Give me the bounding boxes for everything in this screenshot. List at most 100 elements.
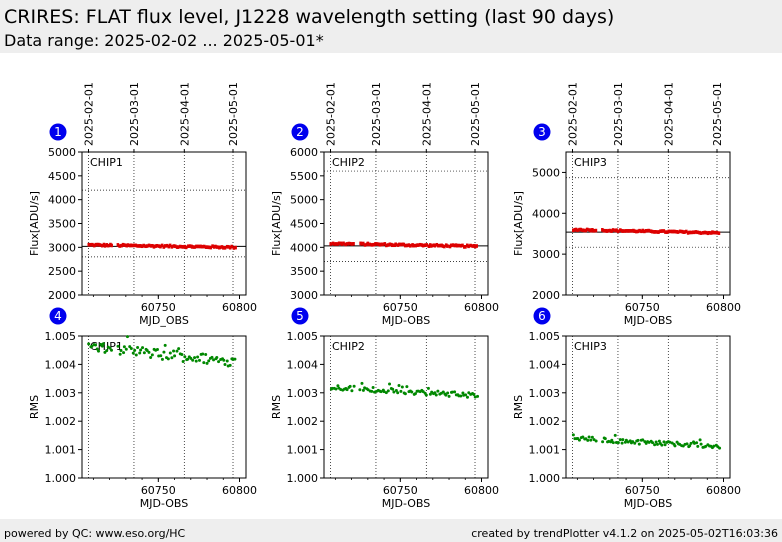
- data-point: [168, 243, 172, 248]
- y-tick-label: 4500: [48, 170, 76, 183]
- data-point: [665, 230, 669, 234]
- data-point: [118, 352, 122, 356]
- data-point: [644, 228, 648, 233]
- data-point: [662, 229, 666, 233]
- data-point: [140, 244, 144, 249]
- data-point: [412, 243, 415, 248]
- date-tick-label: 2025-05-01: [227, 82, 240, 146]
- data-point: [683, 230, 686, 234]
- data-point: [584, 228, 588, 233]
- data-point: [120, 243, 123, 248]
- data-point: [160, 243, 164, 248]
- data-point: [184, 245, 188, 250]
- data-point: [163, 343, 167, 347]
- data-point: [461, 391, 465, 395]
- data-point: [183, 355, 187, 359]
- data-point: [451, 243, 455, 247]
- data-point: [181, 360, 185, 364]
- data-point: [336, 242, 339, 246]
- data-point: [647, 228, 651, 233]
- y-axis-label: Flux[ADU/s]: [270, 191, 283, 256]
- data-point: [699, 231, 703, 235]
- panel-number: 3: [538, 125, 546, 139]
- panel-number-badge: [49, 307, 67, 325]
- chart-panel-4: 1.000 1.001 1.002 1.003 1.004 1.005 60750 60800…: [28, 307, 257, 510]
- x-axis-label: MJD_OBS: [139, 314, 189, 327]
- data-point: [333, 242, 336, 246]
- data-point: [166, 357, 170, 361]
- data-point: [90, 344, 94, 348]
- data-point: [342, 241, 345, 246]
- data-point: [582, 228, 586, 233]
- y-tick-label: 1.000: [529, 472, 561, 485]
- x-tick-label: 60750: [141, 301, 176, 314]
- data-point: [464, 245, 467, 249]
- y-axis-label: Flux[ADU/s]: [512, 191, 525, 256]
- data-point: [433, 243, 437, 248]
- data-point: [630, 229, 634, 233]
- data-point: [446, 244, 449, 248]
- data-point: [443, 244, 446, 249]
- data-point: [372, 242, 375, 247]
- data-point: [215, 356, 219, 360]
- data-point: [98, 243, 102, 247]
- data-point: [705, 230, 708, 235]
- data-point: [370, 243, 374, 247]
- x-axis-label: MJD-OBS: [624, 497, 672, 510]
- date-tick-label: 2025-03-01: [612, 82, 625, 146]
- data-point: [193, 356, 197, 360]
- data-point: [189, 356, 193, 360]
- data-point: [329, 242, 333, 246]
- y-tick-label: 5000: [48, 146, 76, 159]
- x-tick-label: 60750: [383, 484, 418, 497]
- y-tick-label: 1.005: [45, 330, 77, 343]
- data-point: [108, 346, 112, 350]
- y-tick-label: 1.002: [45, 415, 77, 428]
- chip-label: CHIP2: [332, 156, 365, 169]
- data-point: [209, 245, 213, 250]
- y-tick-label: 1.004: [529, 358, 561, 371]
- panel-number-badge: [291, 307, 309, 325]
- data-point: [375, 242, 378, 246]
- data-point: [118, 244, 121, 248]
- y-tick-label: 3000: [290, 289, 318, 302]
- data-point: [405, 243, 409, 248]
- data-point: [603, 437, 607, 441]
- data-point: [207, 359, 211, 363]
- data-point: [610, 229, 613, 233]
- data-point: [116, 344, 120, 348]
- data-point: [123, 243, 126, 247]
- data-point: [133, 243, 136, 248]
- data-point: [392, 390, 396, 394]
- data-point: [396, 243, 400, 247]
- data-point: [97, 242, 100, 247]
- data-point: [615, 228, 618, 232]
- chart-panel-6: 1.000 1.001 1.002 1.003 1.004 1.005 60750 60800…: [512, 307, 741, 510]
- data-point: [347, 241, 351, 246]
- data-point: [345, 242, 349, 246]
- chart-panel-2: 2025-02-01 2025-03-01 2025-04-01 2025-05-01…: [270, 82, 499, 327]
- x-tick-label: 60800: [706, 484, 741, 497]
- data-point: [633, 229, 636, 234]
- data-point: [334, 242, 338, 246]
- data-point: [475, 244, 478, 248]
- data-point: [187, 244, 190, 249]
- x-tick-label: 60800: [464, 301, 499, 314]
- data-point: [366, 241, 370, 246]
- data-point: [631, 440, 635, 444]
- data-point: [230, 244, 233, 249]
- data-point: [103, 244, 107, 248]
- data-point: [175, 349, 179, 353]
- panel-number-badge: [49, 123, 67, 141]
- data-point: [183, 244, 187, 249]
- data-point: [624, 438, 628, 442]
- data-point: [191, 358, 195, 362]
- data-point: [692, 230, 696, 235]
- footer-created-by: created by trendPlotter v4.1.2 on 2025-0…: [471, 527, 778, 540]
- data-point: [131, 243, 134, 248]
- data-point: [178, 244, 182, 249]
- data-point: [590, 435, 594, 439]
- data-point: [391, 387, 395, 391]
- data-point: [638, 228, 641, 233]
- data-point: [425, 243, 429, 247]
